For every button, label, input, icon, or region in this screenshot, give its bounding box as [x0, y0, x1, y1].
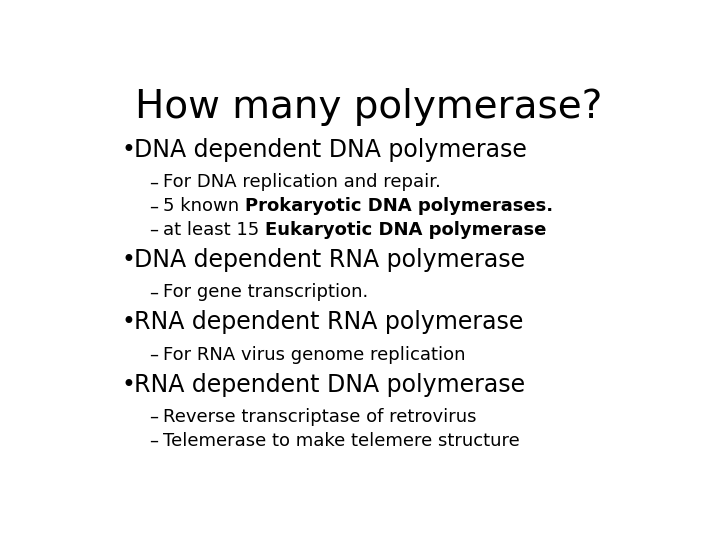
Text: at least 15: at least 15 [163, 221, 265, 239]
Text: 5 known: 5 known [163, 197, 245, 215]
Text: •: • [121, 373, 135, 397]
Text: •: • [121, 248, 135, 272]
Text: •: • [121, 310, 135, 334]
Text: –: – [150, 346, 158, 364]
Text: Reverse transcriptase of retrovirus: Reverse transcriptase of retrovirus [163, 408, 476, 426]
Text: DNA dependent RNA polymerase: DNA dependent RNA polymerase [134, 248, 526, 272]
Text: –: – [150, 408, 158, 426]
Text: For RNA virus genome replication: For RNA virus genome replication [163, 346, 465, 364]
Text: Telemerase to make telemere structure: Telemerase to make telemere structure [163, 432, 519, 450]
Text: Eukaryotic DNA polymerase: Eukaryotic DNA polymerase [265, 221, 546, 239]
Text: DNA dependent DNA polymerase: DNA dependent DNA polymerase [134, 138, 527, 162]
Text: For DNA replication and repair.: For DNA replication and repair. [163, 173, 441, 191]
Text: –: – [150, 432, 158, 450]
Text: –: – [150, 173, 158, 191]
Text: –: – [150, 221, 158, 239]
Text: How many polymerase?: How many polymerase? [135, 88, 603, 126]
Text: RNA dependent RNA polymerase: RNA dependent RNA polymerase [134, 310, 523, 334]
Text: RNA dependent DNA polymerase: RNA dependent DNA polymerase [134, 373, 526, 397]
Text: •: • [121, 138, 135, 162]
Text: For gene transcription.: For gene transcription. [163, 284, 368, 301]
Text: –: – [150, 197, 158, 215]
Text: –: – [150, 284, 158, 301]
Text: Prokaryotic DNA polymerases.: Prokaryotic DNA polymerases. [245, 197, 553, 215]
